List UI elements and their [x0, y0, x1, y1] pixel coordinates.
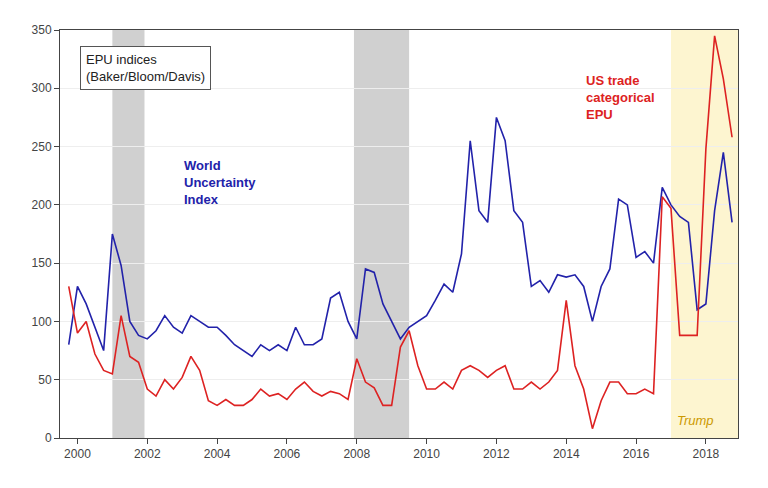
- svg-text:200: 200: [32, 198, 52, 212]
- svg-text:2014: 2014: [553, 447, 580, 461]
- svg-text:2004: 2004: [204, 447, 231, 461]
- svg-text:2010: 2010: [413, 447, 440, 461]
- svg-text:2016: 2016: [623, 447, 650, 461]
- svg-text:2000: 2000: [64, 447, 91, 461]
- svg-text:2002: 2002: [134, 447, 161, 461]
- svg-text:2008: 2008: [343, 447, 370, 461]
- svg-text:150: 150: [32, 256, 52, 270]
- svg-text:2018: 2018: [693, 447, 720, 461]
- svg-text:300: 300: [32, 81, 52, 95]
- svg-text:100: 100: [32, 315, 52, 329]
- svg-text:Trump: Trump: [677, 413, 714, 428]
- svg-text:2012: 2012: [483, 447, 510, 461]
- svg-text:250: 250: [32, 140, 52, 154]
- svg-text:0: 0: [45, 431, 52, 445]
- svg-text:350: 350: [32, 23, 52, 37]
- svg-text:WorldUncertaintyIndex: WorldUncertaintyIndex: [184, 158, 256, 207]
- svg-text:50: 50: [38, 373, 52, 387]
- svg-text:US tradecategoricalEPU: US tradecategoricalEPU: [586, 73, 655, 122]
- svg-text:EPU indices(Baker/Bloom/Davis): EPU indices(Baker/Bloom/Davis): [86, 52, 205, 84]
- svg-text:2006: 2006: [274, 447, 301, 461]
